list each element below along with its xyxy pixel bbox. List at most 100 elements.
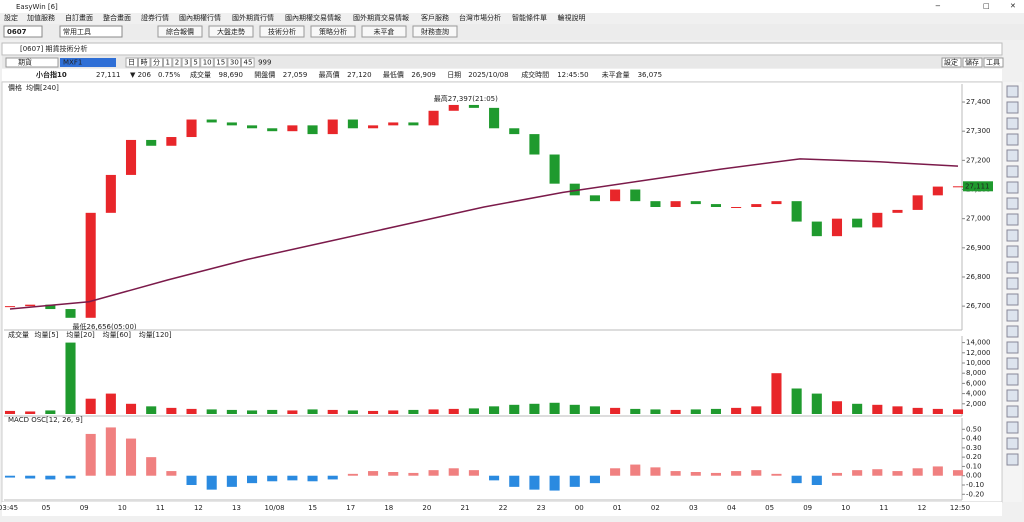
panel-label: 價格 [8, 83, 22, 92]
volume-bar [206, 409, 217, 414]
action-button[interactable] [983, 57, 1004, 68]
period-label: 分 [153, 58, 160, 67]
volume-bar [509, 404, 520, 414]
period-button[interactable] [150, 57, 163, 68]
candle [146, 139, 157, 146]
y-tick-label: 6,000 [966, 379, 986, 387]
volume-bar [368, 410, 379, 414]
tool-icon[interactable] [1006, 453, 1019, 466]
macd-bar [65, 475, 76, 479]
macd-bar [852, 470, 863, 476]
period-button[interactable] [125, 57, 138, 68]
tool-icon[interactable] [1006, 357, 1019, 370]
tool-icon[interactable] [1006, 133, 1019, 146]
tool-icon[interactable] [1006, 165, 1019, 178]
menu-item[interactable]: 智能條件單 [512, 13, 547, 22]
market-select[interactable] [5, 57, 59, 68]
toolbar-button[interactable] [310, 25, 356, 38]
candle [791, 201, 802, 222]
menu-item[interactable]: 整合畫面 [103, 13, 131, 22]
period-button[interactable] [241, 57, 255, 68]
toolbar-button[interactable] [412, 25, 458, 38]
period-label: 45 [244, 59, 253, 67]
volume-bar [4, 410, 16, 414]
tool-icon[interactable] [1006, 245, 1019, 258]
maximize[interactable]: □ [983, 2, 990, 10]
tool-icon[interactable] [1006, 389, 1019, 402]
volume-bar [670, 409, 681, 414]
menu-item[interactable]: 證券行情 [141, 13, 169, 22]
y-tick-label: 0.20 [966, 453, 982, 461]
volume-bar [731, 407, 742, 414]
volume-bar [428, 409, 439, 414]
tool-icon[interactable] [1006, 101, 1019, 114]
candle [811, 221, 822, 237]
macd-bar [670, 471, 681, 476]
tool-icon[interactable] [1006, 85, 1019, 98]
tool-icon[interactable] [1006, 309, 1019, 322]
menu-item[interactable]: 客戶服務 [421, 13, 449, 22]
menu-item[interactable]: 設定 [4, 13, 18, 22]
toolbar-button[interactable] [157, 25, 203, 38]
tool-icon[interactable] [1006, 405, 1019, 418]
menu-item[interactable]: 台灣市場分析 [459, 13, 501, 22]
tool-icon[interactable] [1006, 341, 1019, 354]
volume-bar [105, 393, 116, 414]
toolbar-button-label: 未平倉 [374, 27, 395, 36]
toolbar-button[interactable] [208, 25, 254, 38]
toolbar-button[interactable] [259, 25, 305, 38]
tool-select[interactable] [59, 25, 123, 38]
tool-icon[interactable] [1006, 213, 1019, 226]
tool-icon[interactable] [1006, 197, 1019, 210]
period-button[interactable] [138, 57, 151, 68]
quote-field-value: 12:45:50 [557, 71, 588, 79]
action-button[interactable] [941, 57, 962, 68]
menu-item[interactable]: 國內期權行情 [179, 13, 221, 22]
volume-bar [25, 411, 36, 414]
x-tick-label: 00 [575, 504, 584, 512]
period-button[interactable] [227, 57, 241, 68]
tool-icon[interactable] [1006, 421, 1019, 434]
toolbar-button[interactable] [361, 25, 407, 38]
menu-item[interactable]: 加值服務 [27, 13, 55, 22]
candle [529, 134, 540, 155]
code[interactable]: 0607 [7, 28, 27, 36]
menu-item[interactable]: 國內期權交易情報 [285, 13, 341, 22]
quote-field-label: 成交量 [190, 70, 211, 79]
close[interactable]: ✕ [1010, 2, 1016, 10]
tool-icon[interactable] [1006, 229, 1019, 242]
tool-icon[interactable] [1006, 149, 1019, 162]
x-tick-label: 23 [537, 504, 546, 512]
quote-price: 27,111 [96, 71, 121, 79]
menu-item[interactable]: 國外期貨行情 [232, 13, 274, 22]
macd-bar [267, 475, 278, 482]
action-button[interactable] [962, 57, 983, 68]
tool-icon[interactable] [1006, 373, 1019, 386]
symbol-box[interactable] [60, 58, 116, 67]
tool-icon[interactable] [1006, 293, 1019, 306]
candle [831, 218, 843, 237]
volume-bar [45, 410, 56, 414]
period-button[interactable] [213, 57, 228, 68]
x-tick-label: 10/08 [264, 504, 284, 512]
tool-icon[interactable] [1006, 325, 1019, 338]
period-button[interactable] [172, 57, 182, 68]
volume-bar [771, 373, 782, 414]
macd-bar [771, 473, 782, 476]
menu-item[interactable]: 自訂畫面 [65, 13, 93, 22]
volume-bar [448, 408, 459, 414]
period-button[interactable] [163, 57, 173, 68]
period-button[interactable] [190, 57, 201, 68]
tool-icon[interactable] [1006, 277, 1019, 290]
tool-icon[interactable] [1006, 437, 1019, 450]
period-button[interactable] [181, 57, 191, 68]
menu-item[interactable]: 輪視說明 [558, 13, 586, 22]
volume-bar [549, 402, 560, 414]
tool-icon[interactable] [1006, 181, 1019, 194]
menu-item[interactable]: 國外期貨交易情報 [353, 13, 409, 22]
minimize[interactable]: − [935, 2, 941, 10]
period-button[interactable] [200, 57, 214, 68]
tool-icon[interactable] [1006, 117, 1019, 130]
tool-icon[interactable] [1006, 261, 1019, 274]
